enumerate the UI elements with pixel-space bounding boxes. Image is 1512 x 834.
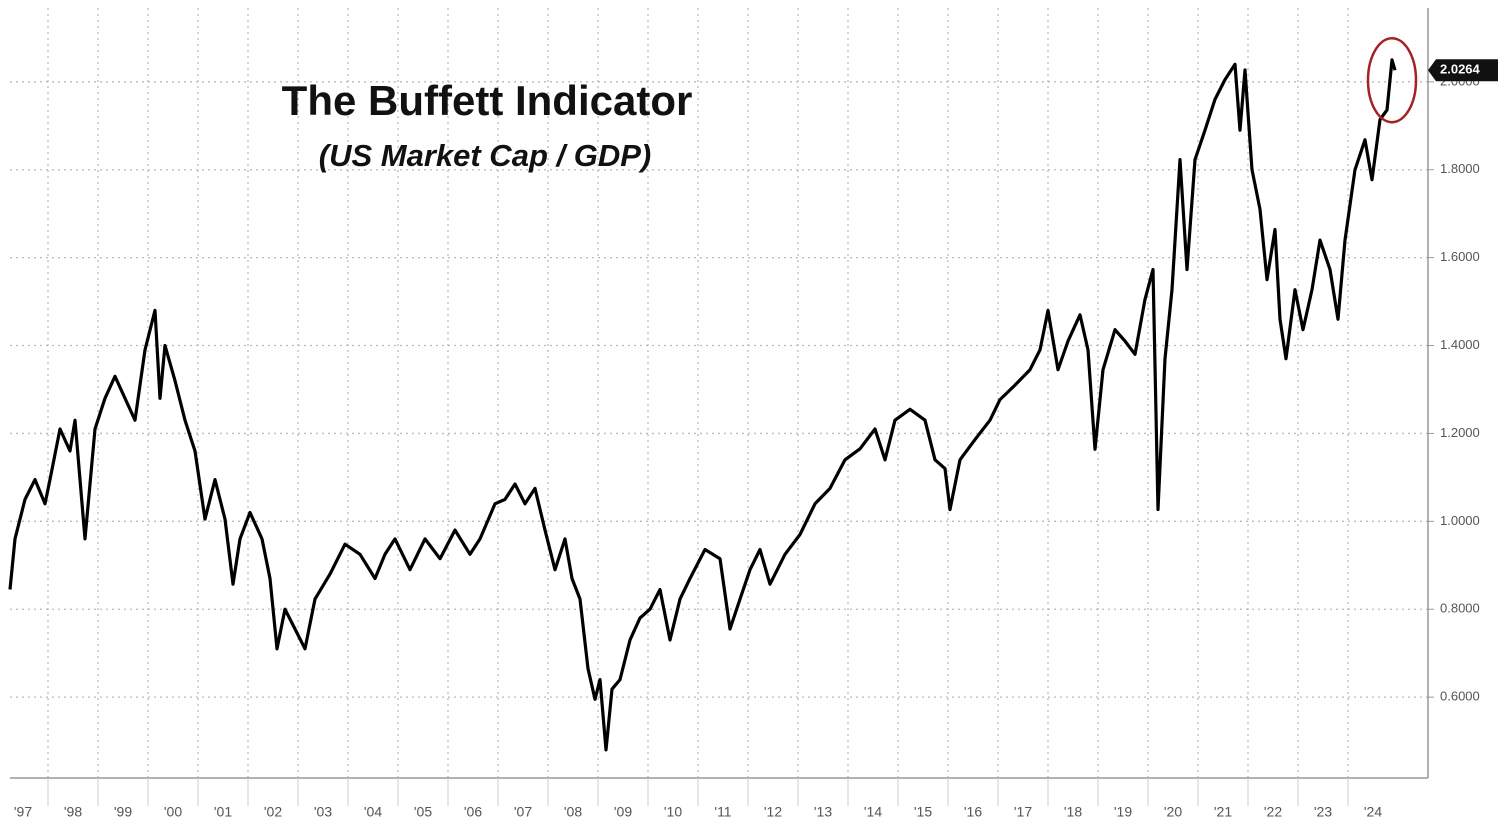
- grid: [10, 8, 1428, 778]
- x-tick-label: '16: [964, 804, 982, 820]
- value-label: 2.0264: [1440, 62, 1481, 77]
- x-tick-label: '03: [314, 804, 332, 820]
- value-label-box: [1428, 59, 1498, 82]
- x-tick-label: '24: [1364, 804, 1382, 820]
- x-tick-label: '22: [1264, 804, 1282, 820]
- y-tick-label: 1.0000: [1440, 513, 1480, 528]
- x-tick-label: '02: [264, 804, 282, 820]
- x-tick-label: '00: [164, 804, 182, 820]
- x-tick-label: '13: [814, 804, 832, 820]
- x-tick-label: '99: [114, 804, 132, 820]
- x-tick-label: '08: [564, 804, 582, 820]
- x-tick-label: '06: [464, 804, 482, 820]
- y-tick-label: 1.6000: [1440, 249, 1480, 264]
- y-tick-label: 1.4000: [1440, 337, 1480, 352]
- x-tick-label: '01: [214, 804, 232, 820]
- x-tick-label: '04: [364, 804, 382, 820]
- x-tick-label: '18: [1064, 804, 1082, 820]
- x-tick-label: '12: [764, 804, 782, 820]
- x-tick-label: '20: [1164, 804, 1182, 820]
- y-tick-label: 1.8000: [1440, 161, 1480, 176]
- x-tick-label: '05: [414, 804, 432, 820]
- chart-title: The Buffett Indicator: [282, 77, 693, 124]
- highlight-circle: [1366, 36, 1418, 124]
- x-tick-label: '98: [64, 804, 82, 820]
- chart-subtitle: (US Market Cap / GDP): [319, 138, 651, 173]
- x-tick-label: '23: [1314, 804, 1332, 820]
- x-tick-label: '17: [1014, 804, 1032, 820]
- x-tick-label: '14: [864, 804, 882, 820]
- y-tick-label: 0.8000: [1440, 601, 1480, 616]
- y-tick-label: 1.2000: [1440, 425, 1480, 440]
- x-tick-label: '10: [664, 804, 682, 820]
- x-tick-label: '15: [914, 804, 932, 820]
- x-tick-label: '07: [514, 804, 532, 820]
- line-series: [8, 58, 1397, 752]
- x-tick-label: '11: [714, 804, 731, 820]
- x-tick-label: '09: [614, 804, 632, 820]
- y-tick-label: 0.6000: [1440, 689, 1480, 704]
- x-tick-label: '97: [14, 804, 32, 820]
- x-tick-label: '19: [1114, 804, 1132, 820]
- x-tick-label: '21: [1214, 804, 1232, 820]
